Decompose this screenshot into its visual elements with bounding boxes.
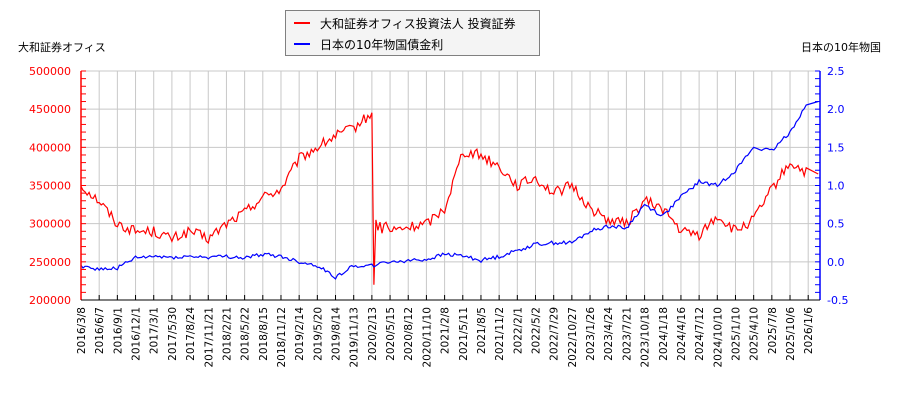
x-tick-label: 2018/5/22 xyxy=(240,307,252,361)
x-tick-label: 2017/3/1 xyxy=(149,307,161,354)
right-tick-label: 2.0 xyxy=(827,103,845,116)
right-tick-label: 2.5 xyxy=(827,65,845,78)
right-tick-label: 0.0 xyxy=(827,256,845,269)
left-tick-label: 450000 xyxy=(29,103,71,116)
blue-line-swatch-icon xyxy=(294,43,310,45)
x-tick-label: 2016/9/1 xyxy=(112,307,124,354)
x-tick-label: 2020/8/12 xyxy=(403,307,415,361)
x-tick-label: 2023/7/21 xyxy=(621,307,633,361)
x-tick-label: 2018/8/15 xyxy=(258,307,270,361)
right-tick-label: 1.5 xyxy=(827,141,845,154)
x-tick-label: 2019/11/13 xyxy=(349,307,361,368)
x-tick-label: 2019/5/20 xyxy=(312,307,324,361)
x-tick-label: 2021/11/2 xyxy=(494,307,506,361)
legend-label: 日本の10年物国債金利 xyxy=(320,37,444,52)
x-tick-label: 2017/11/21 xyxy=(203,307,215,368)
x-tick-label: 2021/8/5 xyxy=(476,307,488,354)
left-tick-label: 400000 xyxy=(29,141,71,154)
x-tick-label: 2019/2/14 xyxy=(294,307,306,361)
legend-label: 大和証券オフィス投資法人 投資証券 xyxy=(320,16,516,31)
x-tick-label: 2024/10/10 xyxy=(712,307,724,368)
x-tick-label: 2018/11/12 xyxy=(276,307,288,368)
x-tick-label: 2016/6/7 xyxy=(94,307,106,354)
x-tick-label: 2025/1/10 xyxy=(730,307,742,361)
left-tick-label: 500000 xyxy=(29,65,71,78)
chart-legend: 大和証券オフィス投資法人 投資証券 日本の10年物国債金利 xyxy=(285,10,540,56)
x-tick-label: 2023/10/18 xyxy=(640,307,652,368)
x-tick-label: 2024/4/16 xyxy=(676,307,688,361)
axes: 500000 2.5 450000 2.0 400000 1.5 350000 1.0 3000… xyxy=(29,65,848,368)
x-tick-label: 2019/8/14 xyxy=(331,307,343,361)
jgb-10y-yield-line xyxy=(80,100,819,280)
left-axis-title: 大和証券オフィス xyxy=(18,41,106,54)
right-axis-title: 日本の10年物国 xyxy=(801,41,881,54)
x-tick-label: 2022/10/27 xyxy=(567,307,579,368)
x-tick-label: 2025/10/6 xyxy=(785,307,797,361)
left-tick-label: 200000 xyxy=(29,294,71,307)
x-tick-label: 2020/5/15 xyxy=(385,307,397,361)
x-tick-label: 2025/4/10 xyxy=(749,307,761,361)
x-tick-label: 2020/11/10 xyxy=(421,307,433,368)
gridlines xyxy=(81,70,820,301)
x-tick-label: 2021/5/11 xyxy=(458,307,470,361)
x-tick-label: 2023/1/26 xyxy=(585,307,597,361)
right-tick-label: -0.5 xyxy=(827,294,848,307)
legend-item-jgb-10y: 日本の10年物国債金利 xyxy=(294,35,443,53)
left-tick-label: 300000 xyxy=(29,218,71,231)
x-tick-label: 2022/5/2 xyxy=(531,307,543,354)
x-tick-label: 2022/7/29 xyxy=(549,307,561,361)
right-tick-label: 1.0 xyxy=(827,180,845,193)
right-tick-label: 0.5 xyxy=(827,218,845,231)
left-tick-label: 250000 xyxy=(29,256,71,269)
legend-item-daiwa-office: 大和証券オフィス投資法人 投資証券 xyxy=(294,14,516,32)
x-tick-label: 2024/1/18 xyxy=(658,307,670,361)
data-series xyxy=(80,100,819,285)
x-tick-label: 2016/12/1 xyxy=(131,307,143,361)
x-tick-label: 2023/4/24 xyxy=(603,307,615,361)
x-tick-label: 2017/8/24 xyxy=(185,307,197,361)
left-tick-label: 350000 xyxy=(29,180,71,193)
x-tick-label: 2020/2/13 xyxy=(367,307,379,361)
red-line-swatch-icon xyxy=(294,22,310,24)
x-tick-label: 2018/2/21 xyxy=(221,307,233,361)
x-tick-label: 2016/3/8 xyxy=(76,307,88,354)
x-tick-label: 2021/2/8 xyxy=(440,307,452,354)
x-tick-label: 2024/7/12 xyxy=(694,307,706,361)
daiwa-office-price-line xyxy=(80,112,819,285)
x-tick-label: 2025/7/8 xyxy=(767,307,779,354)
x-tick-label: 2026/1/6 xyxy=(803,307,815,354)
x-tick-label: 2017/5/30 xyxy=(167,307,179,361)
x-tick-label: 2022/2/1 xyxy=(512,307,524,354)
